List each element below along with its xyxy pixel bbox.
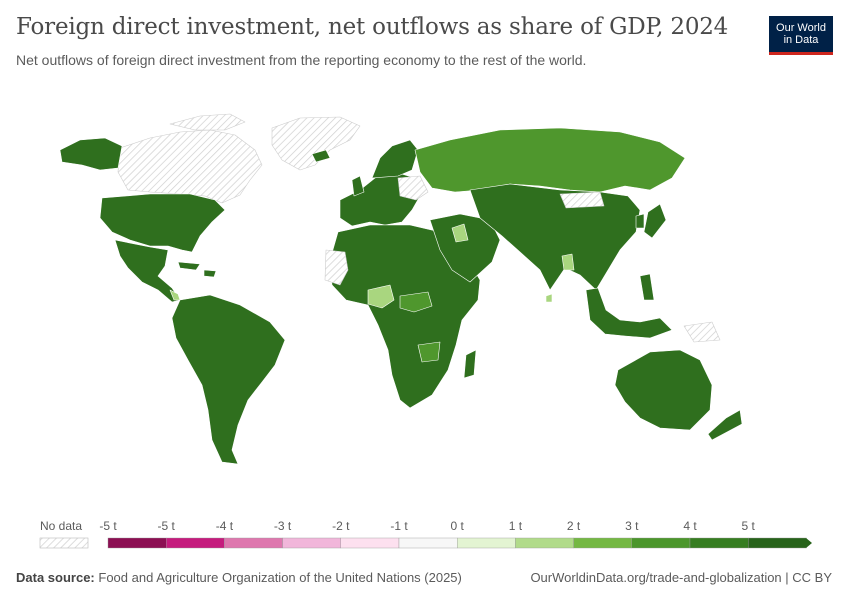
- logo-line-1: Our World: [776, 22, 826, 34]
- legend-tick-label: -5 t: [99, 519, 117, 533]
- legend-bin[interactable]: [398, 537, 458, 549]
- country-japan[interactable]: [643, 203, 667, 239]
- world-map[interactable]: [0, 100, 850, 480]
- country-philippines[interactable]: [639, 273, 655, 301]
- country-greenland[interactable]: [271, 116, 361, 171]
- legend-bin[interactable]: [573, 537, 632, 549]
- legend-no-data-label: No data: [40, 519, 82, 533]
- country-united-states[interactable]: [99, 193, 226, 253]
- legend-bin[interactable]: [165, 537, 225, 549]
- country-russia[interactable]: [414, 127, 686, 193]
- country-middle-east[interactable]: [429, 213, 501, 283]
- country-scandinavia[interactable]: [371, 139, 419, 179]
- legend-bin[interactable]: [748, 537, 807, 549]
- country-sri-lanka[interactable]: [545, 293, 553, 303]
- legend-tick-label: -2 t: [332, 519, 350, 533]
- legend-arrow: [806, 538, 812, 548]
- legend-tick-label: 0 t: [451, 519, 465, 533]
- legend-tick-label: -1 t: [390, 519, 408, 533]
- chart-title: Foreign direct investment, net outflows …: [16, 14, 729, 40]
- country-uk[interactable]: [351, 175, 365, 197]
- legend-bin[interactable]: [457, 537, 516, 549]
- legend-bin[interactable]: [631, 537, 691, 549]
- owid-logo[interactable]: Our World in Data: [769, 16, 833, 55]
- legend-bin[interactable]: [224, 537, 283, 549]
- legend-tick-label: -5 t: [158, 519, 176, 533]
- country-cuba[interactable]: [177, 261, 201, 271]
- data-source-text: Food and Agriculture Organization of the…: [98, 570, 462, 585]
- country-alaska[interactable]: [59, 137, 123, 171]
- country-madagascar[interactable]: [463, 349, 477, 379]
- country-myanmar[interactable]: [561, 253, 575, 271]
- country-central-africa-mid[interactable]: [399, 291, 433, 313]
- country-iraq[interactable]: [451, 223, 469, 243]
- legend-tick-label: -3 t: [274, 519, 292, 533]
- country-iceland[interactable]: [311, 149, 331, 163]
- legend-tick-label: -4 t: [216, 519, 234, 533]
- legend-bin[interactable]: [282, 537, 342, 549]
- legend-bin[interactable]: [107, 537, 167, 549]
- country-canada[interactable]: [117, 129, 263, 204]
- country-new-zealand[interactable]: [707, 409, 743, 441]
- country-west-africa-nodata[interactable]: [324, 249, 349, 286]
- legend-tick-label: 3 t: [625, 519, 639, 533]
- country-mongolia-nodata[interactable]: [559, 191, 605, 209]
- country-nigeria[interactable]: [367, 284, 395, 309]
- country-australia[interactable]: [614, 349, 713, 431]
- legend-no-data-swatch: [39, 537, 89, 549]
- legend-tick-label: 2 t: [567, 519, 581, 533]
- country-arctic-islands[interactable]: [169, 113, 246, 131]
- legend-bin[interactable]: [689, 537, 749, 549]
- legend-tick-label: 1 t: [509, 519, 523, 533]
- footer-link[interactable]: OurWorldinData.org/trade-and-globalizati…: [530, 570, 832, 585]
- chart-subtitle: Net outflows of foreign direct investmen…: [16, 52, 587, 68]
- data-source-label: Data source:: [16, 570, 95, 585]
- data-source: Data source: Food and Agriculture Organi…: [16, 570, 462, 585]
- legend-tick-label: 4 t: [683, 519, 697, 533]
- legend-bin[interactable]: [515, 537, 574, 549]
- country-south-america[interactable]: [171, 294, 286, 465]
- country-mexico[interactable]: [114, 239, 181, 303]
- logo-line-2: in Data: [783, 34, 819, 46]
- country-southeast-asia[interactable]: [585, 287, 673, 339]
- legend-bin[interactable]: [340, 537, 400, 549]
- country-png-nodata[interactable]: [683, 321, 721, 343]
- country-belarus-ukraine-nodata[interactable]: [397, 175, 429, 201]
- country-korea[interactable]: [635, 213, 645, 229]
- legend-tick-label: 5 t: [742, 519, 756, 533]
- country-hispaniola[interactable]: [203, 269, 217, 278]
- country-southern-africa-mid[interactable]: [417, 341, 441, 363]
- country-asia[interactable]: [469, 183, 641, 291]
- legend: No data -5 t -5 t -4 t -3 t -2 t -1 t 0 t 1 t 2 …: [39, 519, 812, 549]
